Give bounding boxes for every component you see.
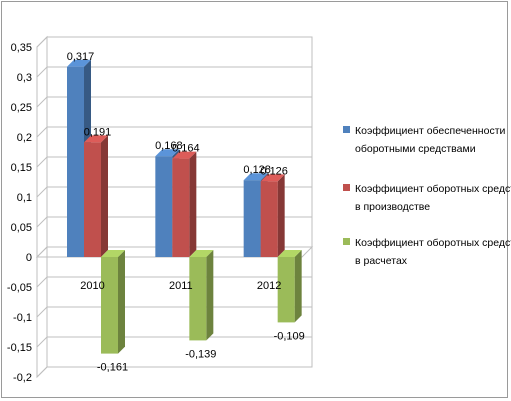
data-label: -0,109 <box>274 330 305 342</box>
data-label: -0,139 <box>185 348 216 360</box>
gridline <box>36 306 312 318</box>
bar-top <box>243 173 268 181</box>
data-label: 0,128 <box>243 164 271 176</box>
bar-side <box>206 250 214 341</box>
y-tick-label: 0,3 <box>17 72 32 84</box>
legend-swatch <box>343 126 350 133</box>
bar-top <box>172 151 197 159</box>
legend: Коэффициент обеспеченности оборотными сре… <box>343 125 511 267</box>
y-tick-label: 0,2 <box>17 132 32 144</box>
y-tick-label: -0,1 <box>13 312 32 324</box>
bar <box>67 66 84 257</box>
legend-label: Коэффициент оборотных средств в расчетах <box>355 237 511 267</box>
gridline <box>36 366 312 378</box>
bar-top <box>155 149 180 157</box>
data-label: 0,168 <box>155 140 183 152</box>
data-label: 0,191 <box>84 126 112 138</box>
x-axis-ticks: 2010 2011 2012 <box>80 280 281 292</box>
legend-label: Коэффициент обеспеченности оборотными сре… <box>355 125 506 155</box>
x-tick-label: 2012 <box>257 280 281 292</box>
bar-side <box>101 135 108 257</box>
bar-side <box>189 151 197 257</box>
bar-top <box>84 135 108 143</box>
gridline <box>36 276 312 288</box>
gridline <box>36 186 312 198</box>
y-tick-label: 0,25 <box>11 102 32 114</box>
bar-top <box>189 250 214 257</box>
bar <box>101 257 118 354</box>
y-tick-label: 0,15 <box>11 162 32 174</box>
bar <box>84 142 101 257</box>
gridline <box>36 96 312 108</box>
y-tick-label: -0,2 <box>13 372 32 384</box>
gridlines <box>35 36 314 378</box>
data-label: 0,164 <box>172 143 200 155</box>
legend-label: Коэффициент оборотных средств в производс… <box>355 183 511 213</box>
y-tick-label: 0,1 <box>17 192 32 204</box>
y-axis-ticks: 0,35 0,3 0,25 0,2 0,15 0,1 0,05 0 -0,05 -0,1 -0,15… <box>7 42 32 384</box>
bar <box>155 156 173 257</box>
bars <box>67 59 302 354</box>
gridline <box>36 36 312 48</box>
y-tick-label: 0,05 <box>11 222 32 234</box>
data-label: 0,126 <box>260 165 288 177</box>
bar-side <box>277 174 285 257</box>
bar <box>243 180 261 257</box>
data-label: -0,161 <box>97 362 128 374</box>
bar-top <box>67 59 91 67</box>
legend-swatch <box>343 238 350 245</box>
gridline <box>36 156 312 168</box>
y-tick-label: 0,35 <box>11 42 32 54</box>
bar-top <box>101 250 125 257</box>
bar <box>260 181 278 257</box>
gridline <box>36 336 312 348</box>
bar-top <box>277 250 302 257</box>
data-label: 0,317 <box>67 51 95 63</box>
legend-swatch <box>343 184 350 191</box>
bar <box>172 158 190 257</box>
gridline <box>36 66 312 78</box>
bar <box>189 257 207 341</box>
gridline <box>36 216 312 228</box>
bar-top <box>260 174 285 182</box>
x-tick-label: 2010 <box>80 280 104 292</box>
y-tick-label: -0,05 <box>7 282 32 294</box>
bar-side <box>118 250 125 354</box>
gridline <box>36 126 312 138</box>
bar-side <box>294 250 302 323</box>
floor-plane <box>35 246 314 258</box>
x-tick-label: 2011 <box>169 280 193 292</box>
y-tick-label: -0,15 <box>7 342 32 354</box>
side-wall <box>36 35 48 379</box>
y-tick-label: 0 <box>26 252 32 264</box>
bar <box>277 257 295 323</box>
